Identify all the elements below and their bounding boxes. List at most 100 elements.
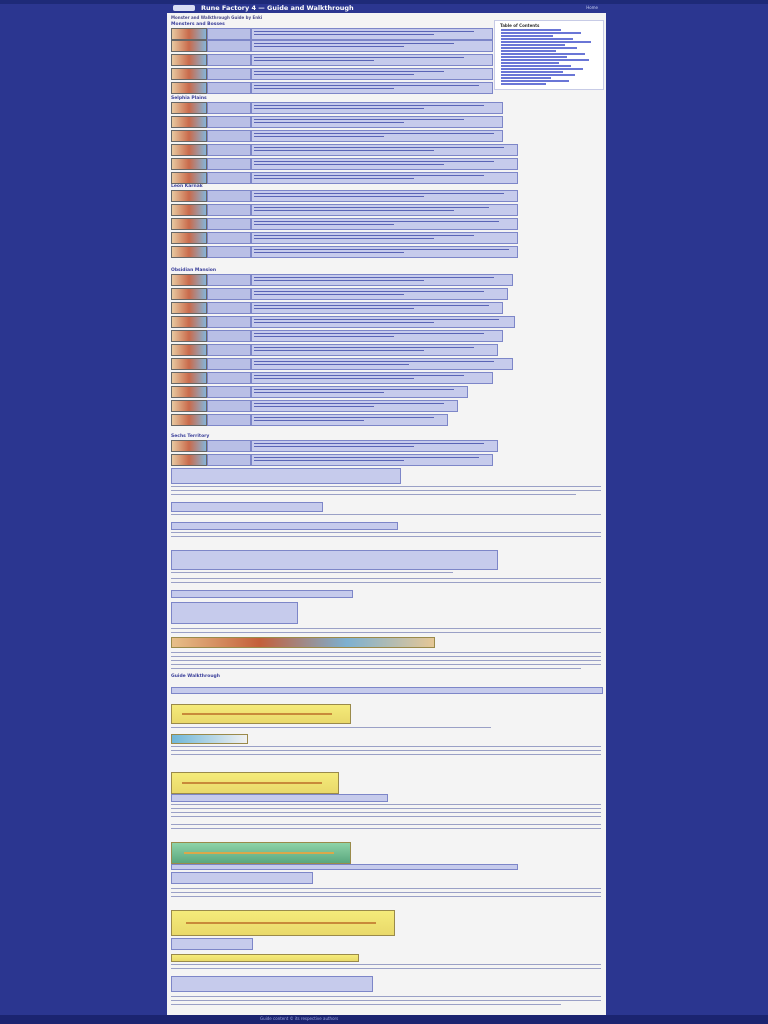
monster-stats [207,358,251,370]
monster-description [251,130,503,142]
toc-link[interactable] [501,62,559,64]
monster-description [251,82,493,94]
text-line [171,578,601,580]
toc-link[interactable] [501,47,577,49]
text-line [171,804,601,806]
monster-thumbnail [171,386,207,398]
monster-thumbnail [171,54,207,66]
toc-link[interactable] [501,80,569,82]
toc-link[interactable] [501,53,585,55]
monster-stats [207,454,251,466]
monster-stats [207,400,251,412]
text-line [171,892,601,894]
site-logo[interactable] [173,5,195,11]
monster-stats [207,372,251,384]
monster-description [251,372,493,384]
toc-link[interactable] [501,65,571,67]
dungeon-map [171,910,395,936]
monster-entry [171,344,511,356]
toc-link[interactable] [501,56,567,58]
toc-link[interactable] [501,68,583,70]
monster-thumbnail [171,440,207,452]
monster-stats [207,102,251,114]
text-line [171,514,601,516]
text-line [171,656,601,658]
monster-entry [171,316,515,328]
monster-stats [207,40,251,52]
monster-description [251,330,503,342]
monster-stats [207,158,251,170]
browser-top-bar [0,0,768,4]
text-line [171,486,601,488]
monster-stats [207,218,251,230]
toc-link[interactable] [501,44,565,46]
monster-description [251,68,493,80]
monster-entry [171,386,511,398]
toc-link[interactable] [501,50,556,52]
monster-entry [171,302,511,314]
text-line [171,536,601,538]
monster-thumbnail [171,358,207,370]
info-table [171,864,518,870]
toc-link[interactable] [501,41,591,43]
monster-entry [171,274,513,286]
toc-link[interactable] [501,71,563,73]
monster-description [251,190,518,202]
text-line [171,808,601,810]
monster-description [251,204,518,216]
monster-stats [207,288,251,300]
monster-entry [171,172,518,184]
info-table [171,502,323,512]
toc-link[interactable] [501,38,573,40]
monster-entry [171,82,493,94]
toc-link[interactable] [501,83,546,85]
monster-thumbnail [171,274,207,286]
monster-thumbnail [171,102,207,114]
monster-stats [207,130,251,142]
text-line [171,816,601,818]
monster-entry [171,454,511,466]
monster-entry [171,68,493,80]
monster-thumbnail [171,144,207,156]
monster-entry [171,116,503,128]
text-line [171,812,601,814]
text-line [171,727,491,729]
monster-thumbnail [171,68,207,80]
monster-description [251,414,448,426]
monster-description [251,28,493,40]
text-line [171,1000,601,1002]
text-line [171,968,601,970]
monster-thumbnail [171,288,207,300]
text-line [171,824,601,826]
toc-link[interactable] [501,35,553,37]
text-line [171,532,601,534]
monster-thumbnail [171,246,207,258]
text-line [171,896,601,898]
monster-thumbnail [171,130,207,142]
toc-link[interactable] [501,59,589,61]
monster-description [251,40,493,52]
text-line [171,652,601,654]
toc-link[interactable] [501,29,561,31]
monster-stats [207,82,251,94]
monster-stats [207,28,251,40]
toc-link[interactable] [501,74,575,76]
info-table [171,590,353,598]
monster-description [251,102,503,114]
monster-thumbnail [171,330,207,342]
dungeon-map [171,704,351,724]
footer-text: Guide content © its respective authors [260,1016,339,1021]
monster-entry [171,190,518,202]
monster-thumbnail [171,232,207,244]
monster-description [251,302,503,314]
text-line [171,964,601,966]
home-link[interactable]: Home [586,5,598,10]
monster-entry [171,54,493,66]
monster-stats [207,116,251,128]
monster-description [251,400,458,412]
text-line [171,888,601,890]
toc-link[interactable] [501,77,551,79]
monster-stats [207,302,251,314]
toc-link[interactable] [501,32,581,34]
monster-stats [207,274,251,286]
